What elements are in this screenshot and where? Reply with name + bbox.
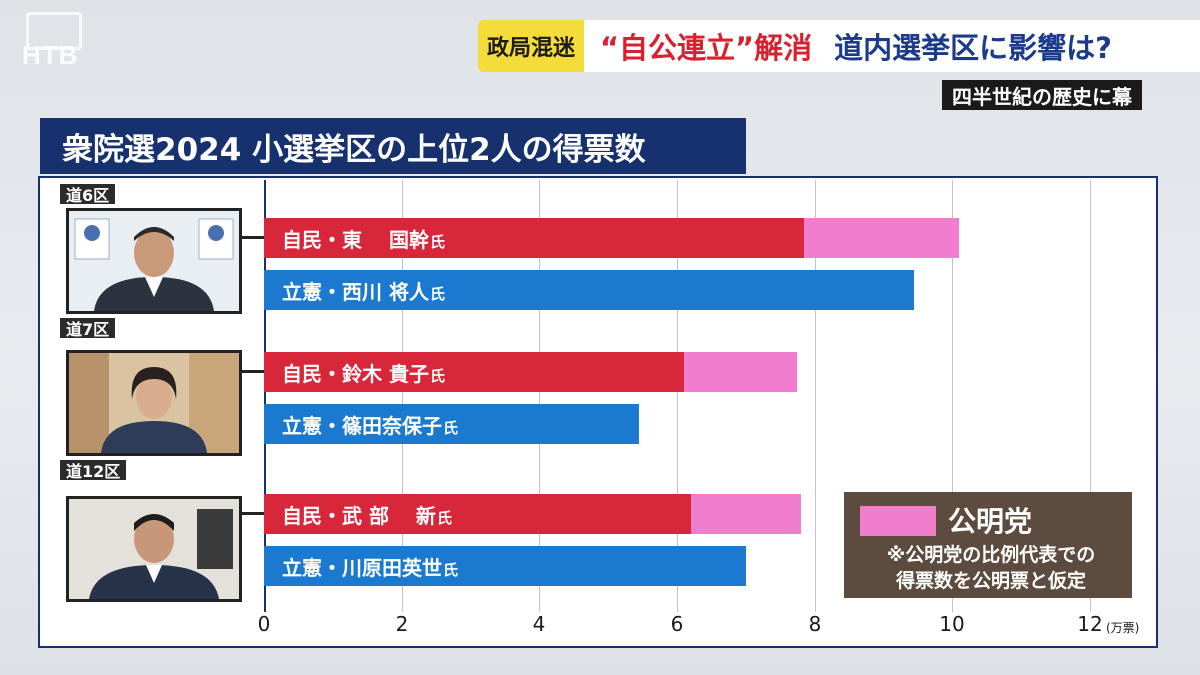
callout-connector: [242, 236, 266, 239]
candidate-name: 立憲・川原田英世: [282, 555, 442, 580]
grid-line: [264, 180, 266, 612]
grid-line: [952, 180, 953, 612]
district-label: 道7区: [60, 318, 116, 339]
grid-line: [677, 180, 678, 612]
bar-ldp: 自民・武 部 新氏: [264, 494, 691, 534]
bar-label: 立憲・篠田奈保子氏: [282, 404, 458, 444]
x-tick-label: 4: [532, 612, 546, 636]
headline-part-1: “自公連立”解消: [600, 31, 813, 65]
bar-label: 立憲・西川 将人氏: [282, 270, 445, 310]
grid-line: [539, 180, 540, 612]
legend-label-komeito: 公明党: [948, 505, 1033, 538]
bar-komeito-segment: [690, 494, 801, 534]
x-tick-label: 10: [939, 612, 965, 636]
bar-label: 自民・武 部 新氏: [282, 494, 452, 534]
legend-swatch-komeito: [860, 506, 936, 536]
subtitle-caption: 四半世紀の歴史に幕: [942, 80, 1142, 110]
legend-note-line-2: 得票数を公明票と仮定: [895, 570, 1086, 592]
x-tick-label: 6: [670, 612, 684, 636]
banner-headline: “自公連立”解消 道内選挙区に影響は?: [584, 20, 1200, 72]
honorific-suffix: 氏: [429, 366, 445, 385]
chart-title: 衆院選2024 小選挙区の上位2人の得票数: [40, 118, 746, 174]
bar-komeito-segment: [804, 218, 960, 258]
x-tick-label: 2: [395, 612, 409, 636]
logo-frame: [26, 12, 82, 50]
bar-komeito-segment: [683, 352, 798, 392]
legend-box: 公明党 ※公明党の比例代表での 得票数を公明票と仮定: [844, 492, 1132, 598]
bar-ldp: 自民・東 国幹氏: [264, 218, 805, 258]
honorific-suffix: 氏: [443, 560, 459, 579]
legend-note: ※公明党の比例代表での 得票数を公明票と仮定: [858, 542, 1124, 594]
district-label: 道12区: [60, 460, 127, 481]
callout-connector: [242, 512, 266, 515]
bar-label: 自民・鈴木 貴子氏: [282, 352, 445, 392]
logo-text: HTB: [22, 40, 79, 70]
callout-connector: [242, 370, 266, 373]
bar-ldp: 自民・鈴木 貴子氏: [264, 352, 684, 392]
candidate-name: 自民・鈴木 貴子: [282, 361, 429, 386]
grid-line: [402, 180, 403, 612]
candidate-name: 自民・武 部 新: [282, 503, 436, 528]
district-label: 道6区: [60, 184, 116, 205]
x-tick-label: 8: [808, 612, 822, 636]
candidate-photo-district-12: [66, 496, 242, 602]
bar-cdp: 立憲・川原田英世氏: [264, 546, 746, 586]
candidate-photo-district-6: [66, 208, 242, 314]
channel-logo: HTB: [18, 12, 88, 70]
honorific-suffix: 氏: [436, 508, 452, 527]
x-tick-label: 0: [257, 612, 271, 636]
legend-note-line-1: ※公明党の比例代表での: [886, 544, 1096, 566]
bar-label: 立憲・川原田英世氏: [282, 546, 458, 586]
candidate-photo-district-7: [66, 350, 242, 456]
banner-tag: 政局混迷: [478, 20, 584, 72]
candidate-name: 自民・東 国幹: [282, 227, 429, 252]
candidate-name: 立憲・篠田奈保子: [282, 413, 442, 438]
x-axis-unit: (万票): [1106, 621, 1140, 635]
honorific-suffix: 氏: [443, 418, 459, 437]
candidate-name: 立憲・西川 将人: [282, 279, 429, 304]
bar-cdp: 立憲・西川 将人氏: [264, 270, 915, 310]
honorific-suffix: 氏: [429, 232, 445, 251]
bar-label: 自民・東 国幹氏: [282, 218, 445, 258]
headline-part-2: 道内選挙区に影響は?: [834, 31, 1112, 65]
x-tick-label: 12: [1077, 612, 1103, 636]
headline-banner: 政局混迷 “自公連立”解消 道内選挙区に影響は?: [478, 20, 1200, 72]
bar-cdp: 立憲・篠田奈保子氏: [264, 404, 640, 444]
honorific-suffix: 氏: [429, 284, 445, 303]
grid-line: [815, 180, 816, 612]
grid-line: [1090, 180, 1091, 612]
